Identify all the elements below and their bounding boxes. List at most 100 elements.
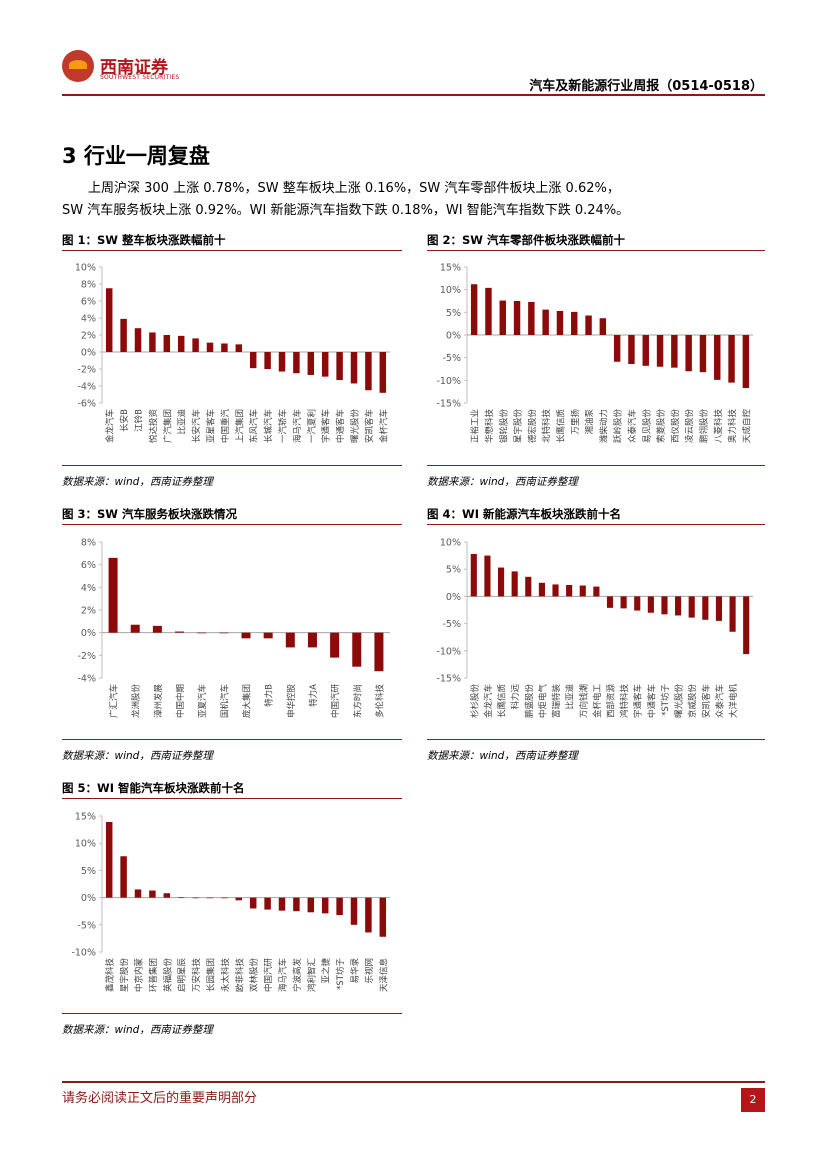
x-category-label: 龙洲股份: [131, 684, 142, 719]
bar: [628, 335, 635, 365]
y-tick-label: 15%: [75, 812, 96, 823]
bar: [374, 632, 384, 672]
bar: [379, 352, 387, 393]
figure-5-top-rule: [62, 798, 402, 799]
logo-english-name: SOUTHWEST SECURITIES: [100, 74, 180, 81]
x-category-label: 杉杉股份: [469, 684, 480, 719]
company-logo: 西南证券 SOUTHWEST SECURITIES: [62, 50, 222, 86]
bar: [120, 856, 127, 898]
x-category-label: 特力A: [308, 684, 319, 707]
y-tick-label: -15%: [436, 399, 461, 410]
x-category-label: 湘油泵: [584, 409, 595, 435]
bar: [702, 596, 709, 620]
bar: [728, 335, 735, 383]
bar: [264, 897, 271, 910]
x-category-label: 欧菲科技: [234, 958, 245, 993]
x-category-label: 比亚迪: [565, 684, 576, 710]
intro-paragraph: 上周沪深 300 上涨 0.78%，SW 整车板块上涨 0.16%，SW 汽车零…: [62, 178, 762, 222]
x-category-label: 特力B: [264, 684, 275, 707]
bar: [656, 335, 664, 367]
figure-1-bottom-rule: [62, 465, 402, 466]
x-category-label: 鑫茂科技: [105, 958, 116, 993]
bar: [206, 897, 214, 899]
bar: [175, 631, 185, 633]
page-number: 2: [741, 1088, 765, 1112]
y-tick-label: -10%: [436, 376, 461, 387]
bar: [593, 586, 600, 597]
bar: [235, 344, 243, 352]
x-category-label: 八菱科技: [713, 409, 724, 444]
figure-4-bottom-rule: [427, 739, 765, 740]
x-category-label: 中通客车: [335, 409, 346, 443]
y-tick-label: -5%: [78, 920, 97, 931]
bar: [197, 632, 207, 634]
x-category-label: 西部资源: [606, 684, 617, 719]
bar: [365, 352, 372, 391]
y-tick-label: -6%: [78, 399, 97, 410]
bar: [192, 338, 199, 352]
bar: [177, 897, 185, 898]
y-tick-label: -5%: [443, 619, 462, 630]
x-category-label: 中炬电气: [537, 684, 548, 719]
bar: [661, 596, 668, 615]
footer-disclaimer: 请务必阅读正文后的重要声明部分: [62, 1091, 258, 1106]
x-category-label: 天成自控: [741, 409, 752, 444]
x-category-label: 天泽信息: [378, 958, 389, 993]
x-category-label: 金杯电工: [592, 684, 603, 719]
y-tick-label: 6%: [81, 560, 96, 571]
bar: [336, 897, 343, 916]
x-category-label: 一汽轿车: [278, 409, 289, 443]
x-category-label: 广汇汽车: [109, 684, 120, 718]
x-category-label: 比亚迪: [177, 409, 188, 435]
x-category-label: 曙光股份: [350, 409, 361, 444]
x-category-label: 鸿特科技: [619, 684, 630, 719]
bar: [293, 897, 300, 912]
x-category-label: 申华控股: [286, 684, 297, 719]
bar: [538, 582, 545, 597]
bar: [685, 335, 692, 372]
bar: [688, 596, 695, 618]
x-category-label: 正裕工业: [470, 409, 481, 443]
y-tick-label: 6%: [81, 297, 96, 308]
x-category-label: 一汽夏利: [306, 409, 317, 443]
bar: [675, 596, 682, 616]
x-category-label: 漳州发展: [153, 684, 164, 719]
y-tick-label: 10%: [75, 263, 96, 274]
bar: [307, 632, 317, 648]
bar: [152, 625, 162, 633]
bar: [525, 576, 532, 597]
figure-5-chart: 15% 10% 5% 0% -5% -10% 鑫茂科技 星宇股份 中京内蒙 环普集团 英福股份 启明星…: [71, 812, 390, 993]
figure-1-title: 图 1：SW 整车板块涨跌幅前十: [62, 233, 226, 247]
x-category-label: 万里扬: [570, 409, 581, 435]
bar: [528, 301, 535, 335]
bar: [249, 897, 257, 909]
x-category-label: 亚夏汽车: [197, 684, 208, 718]
x-category-label: 富瑞特装: [551, 684, 562, 719]
figure-3-source: 数据来源：wind，西南证券整理: [62, 750, 213, 762]
x-category-label: 万向钱潮: [578, 684, 589, 718]
y-tick-label: 2%: [81, 606, 96, 617]
bar: [221, 343, 228, 352]
bar: [235, 897, 243, 901]
y-tick-label: 0%: [81, 893, 96, 904]
x-category-label: 永太科技: [220, 958, 231, 993]
x-category-label: 亚之捷: [321, 958, 332, 984]
figure-1-source: 数据来源：wind，西南证券整理: [62, 476, 213, 488]
bar: [566, 584, 573, 597]
x-category-label: 启明星辰: [177, 958, 188, 993]
bar: [585, 315, 592, 335]
y-tick-label: -5%: [443, 353, 462, 364]
x-category-label: 西仪股份: [670, 409, 681, 444]
bar: [206, 342, 214, 352]
bar: [350, 352, 358, 384]
x-category-label: 中京内蒙: [134, 958, 145, 993]
bar: [278, 897, 286, 911]
figure-5-bottom-rule: [62, 1013, 402, 1014]
bar: [613, 335, 621, 362]
bar: [249, 352, 257, 369]
bar: [485, 287, 492, 335]
figure-5-source: 数据来源：wind，西南证券整理: [62, 1024, 213, 1036]
x-category-label: 海马汽车: [292, 409, 303, 443]
bar: [470, 553, 477, 597]
x-category-label: 京威股份: [687, 684, 698, 719]
